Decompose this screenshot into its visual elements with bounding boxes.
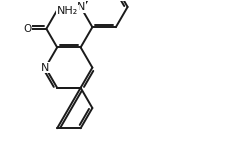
Text: NH₂: NH₂: [57, 6, 78, 16]
Text: N: N: [76, 2, 85, 12]
Text: N: N: [41, 63, 50, 73]
Text: O: O: [23, 24, 31, 34]
